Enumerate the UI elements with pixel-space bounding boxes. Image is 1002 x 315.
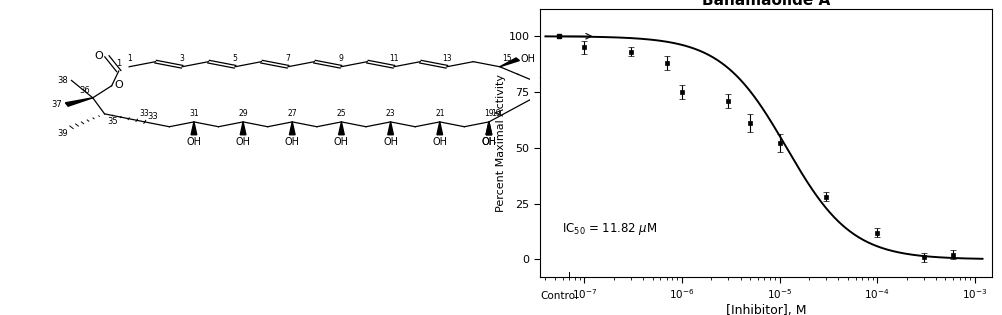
Text: 19: 19 (491, 109, 501, 118)
Text: O: O (94, 51, 103, 61)
Text: 17: 17 (538, 77, 548, 86)
Polygon shape (388, 122, 394, 135)
Text: 29: 29 (238, 109, 247, 118)
Title: Bahamaolide A: Bahamaolide A (701, 0, 830, 8)
Text: 15: 15 (502, 54, 512, 63)
Text: 36: 36 (79, 86, 90, 95)
Text: 37: 37 (51, 100, 62, 109)
Text: 19: 19 (484, 109, 494, 118)
Polygon shape (437, 122, 443, 135)
Text: 1: 1 (127, 54, 131, 63)
Text: OH: OH (235, 137, 250, 147)
Text: OH: OH (186, 137, 201, 147)
Text: 27: 27 (288, 109, 297, 118)
Polygon shape (191, 122, 196, 135)
Text: OH: OH (285, 137, 300, 147)
Text: OH: OH (481, 137, 496, 147)
Polygon shape (486, 122, 492, 135)
Text: 31: 31 (189, 109, 198, 118)
Text: OH: OH (481, 137, 496, 147)
Text: 1: 1 (116, 59, 121, 67)
Text: 33: 33 (147, 112, 158, 121)
Text: 23: 23 (386, 109, 396, 118)
Text: 5: 5 (232, 54, 237, 63)
Text: 11: 11 (389, 54, 399, 63)
Polygon shape (290, 122, 296, 135)
Text: O: O (114, 80, 123, 90)
Text: Control: Control (540, 290, 578, 301)
Polygon shape (500, 58, 519, 67)
Text: OH: OH (334, 137, 349, 147)
Text: OH: OH (556, 72, 571, 81)
X-axis label: [Inhibitor], M: [Inhibitor], M (725, 304, 807, 315)
Text: OH: OH (383, 137, 398, 147)
Text: OH: OH (520, 54, 535, 64)
Text: 7: 7 (286, 54, 291, 63)
Text: 21: 21 (435, 109, 445, 118)
Y-axis label: Percent Maximal Activity: Percent Maximal Activity (496, 74, 506, 212)
Polygon shape (339, 122, 345, 135)
Text: 3: 3 (179, 54, 184, 63)
Text: IC$_{50}$ = 11.82 $\mu$M: IC$_{50}$ = 11.82 $\mu$M (562, 221, 657, 237)
Text: 35: 35 (107, 117, 118, 126)
Polygon shape (240, 122, 245, 135)
Text: 9: 9 (339, 54, 344, 63)
Text: 38: 38 (57, 76, 68, 85)
Text: OH: OH (432, 137, 447, 147)
Text: 13: 13 (442, 54, 452, 63)
Text: 39: 39 (57, 129, 68, 138)
Text: 25: 25 (337, 109, 347, 118)
Text: 33: 33 (140, 109, 149, 118)
Polygon shape (486, 122, 492, 135)
Polygon shape (65, 98, 93, 106)
